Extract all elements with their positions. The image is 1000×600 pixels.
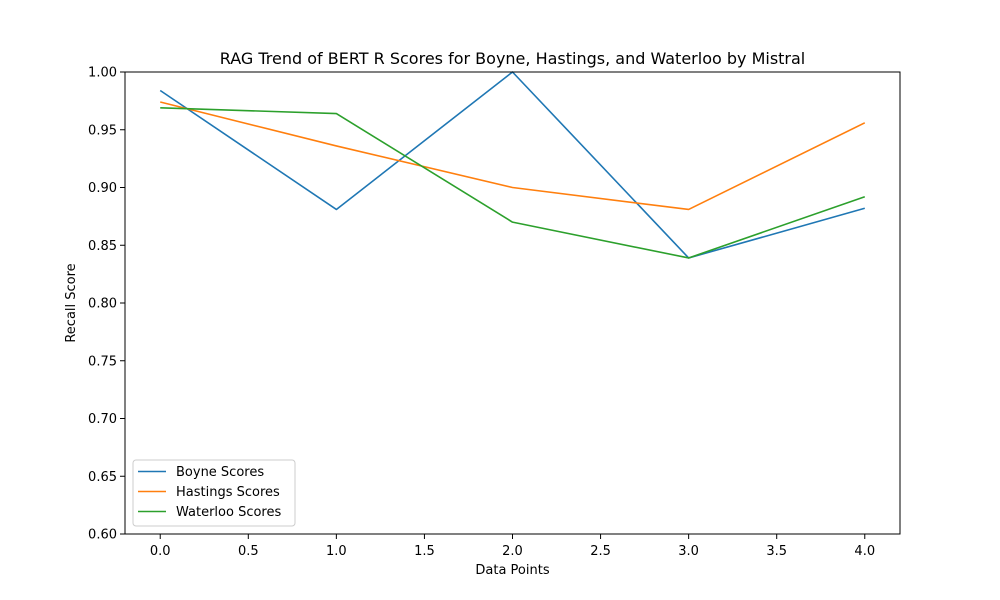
x-axis: 0.0 0.5 1.0 1.5 2.0 2.5 3.0 3.5 4.0	[150, 534, 875, 559]
x-tick-label: 1.5	[414, 544, 435, 559]
x-tick-label: 3.0	[678, 544, 699, 559]
plot-area	[159, 71, 866, 259]
y-tick-label: 0.95	[88, 123, 117, 138]
y-axis-title: Recall Score	[64, 263, 79, 342]
x-axis-title: Data Points	[475, 563, 549, 578]
y-tick-label: 0.80	[88, 297, 117, 312]
y-tick-label: 0.65	[88, 470, 117, 485]
legend: Boyne Scores Hastings Scores Waterloo Scor…	[132, 459, 296, 527]
y-tick-label: 0.60	[88, 528, 117, 543]
y-tick-label: 1.00	[88, 66, 117, 81]
x-tick-label: 1.0	[326, 544, 347, 559]
y-tick-label: 0.85	[88, 239, 117, 254]
series-line-waterloo-scores	[160, 107, 866, 259]
legend-box	[132, 459, 296, 527]
x-tick-label: 2.0	[502, 544, 523, 559]
x-tick-label: 3.5	[766, 544, 787, 559]
y-axis: 0.60 0.65 0.70 0.75 0.80 0.85 0.90 0.95 1.00	[88, 66, 125, 543]
chart-title: RAG Trend of BERT R Scores for Boyne, Ha…	[220, 49, 806, 68]
x-tick-label: 0.0	[150, 544, 171, 559]
x-tick-label: 0.5	[238, 544, 259, 559]
y-tick-label: 0.90	[88, 181, 117, 196]
legend-label: Boyne Scores	[176, 465, 264, 480]
legend-label: Hastings Scores	[176, 485, 280, 500]
y-tick-label: 0.70	[88, 412, 117, 427]
series-line-boyne-scores	[159, 71, 865, 259]
x-tick-label: 2.5	[590, 544, 611, 559]
legend-label: Waterloo Scores	[176, 505, 281, 520]
x-tick-label: 4.0	[854, 544, 875, 559]
series-line-hastings-scores	[160, 101, 866, 211]
y-tick-label: 0.75	[88, 354, 117, 369]
